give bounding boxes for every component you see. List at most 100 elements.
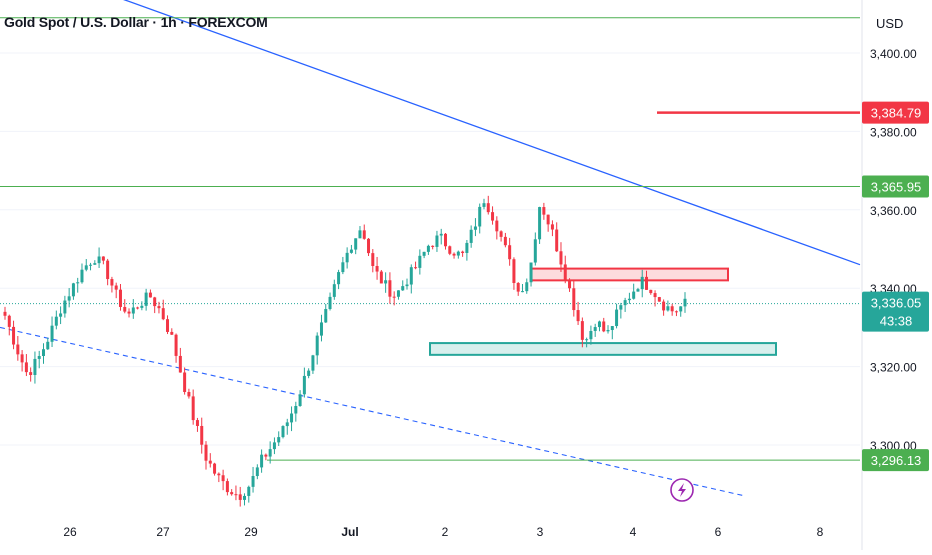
candle-body: [213, 463, 217, 474]
countdown-label: 43:38: [880, 314, 913, 329]
candle-body: [602, 321, 606, 332]
candle-body: [542, 207, 546, 215]
horizontal-levels: [0, 17, 860, 461]
candle-body: [649, 289, 653, 294]
candle-body: [136, 307, 140, 309]
candle-body: [444, 233, 448, 247]
currency-label[interactable]: USD: [876, 16, 904, 31]
candle-body: [247, 486, 251, 496]
candle-body: [93, 263, 97, 265]
candle-body: [67, 296, 71, 301]
candle-body: [396, 290, 400, 297]
candle-body: [144, 292, 148, 306]
candle-body: [426, 245, 430, 252]
x-tick-label: 3: [537, 525, 544, 539]
candle-body: [525, 282, 529, 292]
candle-body: [114, 285, 118, 290]
candle-body: [354, 238, 358, 250]
candle-body: [46, 341, 50, 350]
candle-body: [127, 311, 131, 314]
candle-body: [384, 280, 388, 284]
candle-body: [589, 330, 593, 340]
candle-body: [508, 245, 512, 260]
candle-body: [63, 300, 67, 314]
candle-body: [456, 251, 460, 256]
y-tick-label: 3,320.00: [870, 361, 917, 375]
candle-body: [568, 281, 572, 289]
x-tick-label: 26: [63, 525, 77, 539]
candle-body: [178, 355, 182, 373]
candle-body: [529, 262, 533, 283]
candle-body: [670, 306, 674, 312]
candle-body: [448, 246, 452, 254]
candle-body: [632, 291, 636, 299]
candle-body: [3, 311, 7, 316]
candle-body: [16, 344, 20, 355]
candle-body: [157, 306, 161, 309]
candle-body: [546, 214, 550, 225]
candle-body: [204, 444, 208, 461]
candle-body: [183, 372, 187, 392]
trendlines: [0, 0, 861, 497]
candle-body: [627, 298, 631, 301]
lightning-icon: [670, 478, 694, 502]
candle-body: [653, 293, 657, 298]
y-tick-label: 3,380.00: [870, 125, 917, 139]
candle-body: [200, 425, 204, 445]
candle-body: [585, 339, 589, 341]
price-tag: 3,336.05 43:38: [862, 291, 929, 332]
candle-body: [238, 494, 242, 500]
candle-body: [388, 280, 392, 297]
price-labels: 3,384.79 3,365.95 3,296.13 3,336.05 43:38: [862, 101, 929, 472]
candle-body: [24, 362, 28, 373]
zones: [429, 267, 777, 356]
candle-body: [315, 335, 319, 356]
candle-body: [12, 326, 16, 345]
price-tag-label: 3,336.05: [871, 296, 922, 311]
candle-body: [580, 321, 584, 340]
candle-body: [187, 391, 191, 397]
candle-body: [54, 316, 58, 326]
candle-body: [225, 481, 229, 493]
x-tick-label: 29: [244, 525, 258, 539]
candle-body: [251, 476, 255, 487]
candle-body: [379, 271, 383, 284]
candle-body: [683, 298, 687, 307]
candle-body: [645, 276, 649, 290]
candle-body: [264, 454, 268, 457]
candlesticks: [3, 195, 687, 507]
candle-body: [431, 245, 435, 247]
candle-body: [452, 253, 456, 256]
candle-body: [328, 296, 332, 310]
trendline-dashed: [0, 326, 746, 497]
candle-body: [59, 313, 63, 317]
candle-body: [131, 307, 135, 314]
candle-body: [473, 226, 477, 230]
candle-body: [324, 309, 328, 323]
candle-body: [392, 296, 396, 298]
candle-body: [636, 289, 640, 292]
candle-body: [550, 224, 554, 230]
candle-body: [439, 233, 443, 236]
candle-body: [281, 426, 285, 438]
candle-body: [234, 494, 238, 496]
candle-body: [538, 207, 542, 240]
candle-body: [337, 272, 341, 285]
candle-body: [495, 220, 499, 232]
candle-body: [195, 420, 199, 426]
x-tick-label: 2: [442, 525, 449, 539]
candle-body: [170, 331, 174, 335]
price-axis: 3,400.003,380.003,360.003,340.003,320.00…: [861, 0, 917, 550]
candle-body: [422, 251, 426, 256]
markers[interactable]: [670, 478, 694, 502]
candle-body: [118, 289, 122, 307]
candle-body: [29, 372, 33, 375]
candle-body: [615, 309, 619, 327]
candle-body: [349, 249, 353, 253]
candle-body: [563, 264, 567, 282]
candle-body: [260, 454, 264, 468]
candle-body: [123, 306, 127, 312]
candle-body: [375, 265, 379, 272]
